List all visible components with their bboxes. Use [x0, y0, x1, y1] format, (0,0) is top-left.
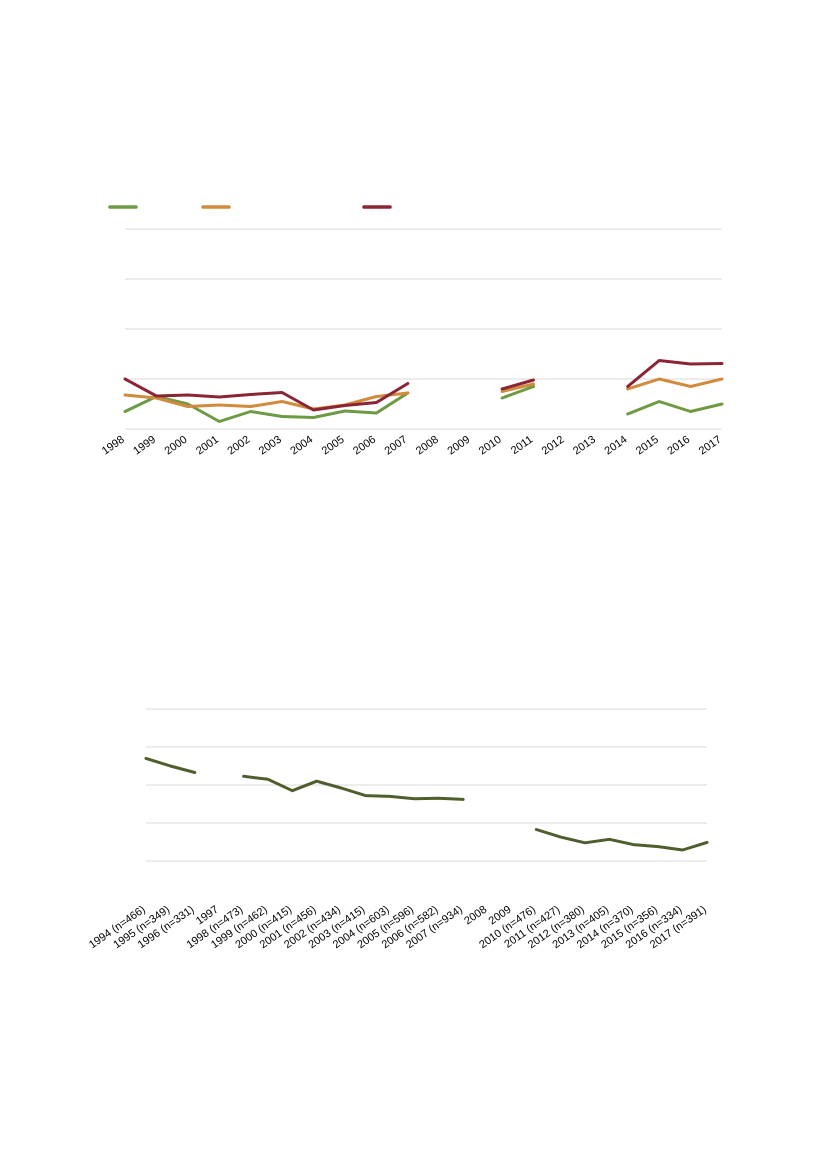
series-3-line: [500, 378, 535, 391]
series-1-line: [144, 756, 197, 774]
series-3-line: [626, 359, 724, 388]
x-tick-label: 2008: [462, 904, 489, 928]
series-1-line: [626, 400, 724, 416]
chart-1: 1998 1999 2000 2001 2002 2003 2004 2005 2006 2007…: [100, 205, 724, 458]
series-1-line: [500, 385, 535, 400]
series-2-line: [626, 377, 724, 391]
series-1-line: [534, 828, 709, 852]
series-3-line: [123, 377, 410, 412]
series-1-line: [242, 774, 465, 801]
series-2-line: [500, 382, 535, 393]
series-1-line: [123, 391, 410, 423]
series-2-line: [123, 391, 410, 411]
